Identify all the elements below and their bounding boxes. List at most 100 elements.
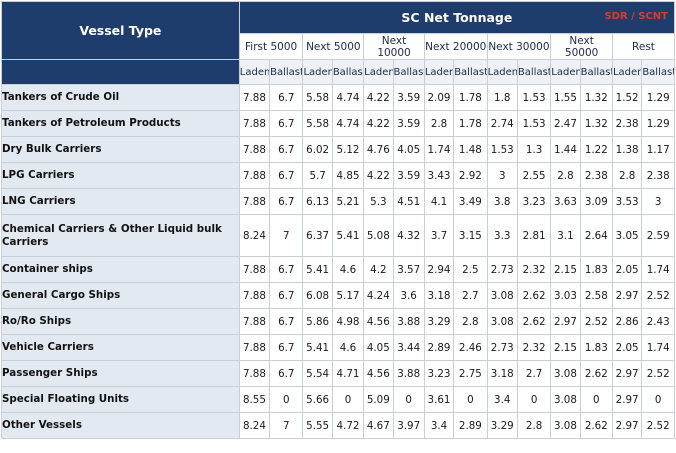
table-row: Passenger Ships 7.88 6.7 5.54 4.71 4.56 3.88 3.…: [1, 360, 675, 387]
ballast-header: Ballast: [331, 59, 365, 85]
ballast-value-cell: 2.75: [453, 360, 488, 387]
laden-value-cell: 3.61: [423, 386, 455, 413]
ballast-value-cell: 2.52: [641, 282, 675, 309]
laden-value-cell: 4.24: [363, 282, 394, 309]
ballast-value-cell: 4.98: [331, 308, 365, 335]
ballast-header: Ballast: [453, 59, 488, 85]
header-row-title: Vessel Type SC Net Tonnage SDR / SCNT: [1, 1, 676, 60]
laden-value-cell: 5.86: [302, 308, 333, 335]
header-row-bands: First 5000 Next 5000 Next 10000 Next 200…: [2, 33, 676, 60]
laden-value-cell: 7.88: [238, 162, 271, 189]
ballast-value-cell: 0: [641, 386, 675, 413]
laden-value-cell: 5.58: [302, 84, 333, 111]
vessel-type-cell: Tankers of Petroleum Products: [1, 110, 240, 137]
laden-value-cell: 3.29: [423, 308, 455, 335]
laden-header: Laden: [363, 59, 394, 85]
vessel-type-cell: Passenger Ships: [1, 360, 240, 387]
laden-header: Laden: [611, 59, 643, 85]
laden-value-cell: 7.88: [238, 334, 271, 361]
laden-value-cell: 2.8: [423, 110, 455, 137]
laden-value-cell: 3.08: [486, 308, 518, 335]
laden-value-cell: 8.24: [238, 412, 271, 439]
laden-header: Laden: [423, 59, 455, 85]
ballast-value-cell: 3.59: [392, 84, 425, 111]
ballast-value-cell: 2.52: [579, 308, 613, 335]
ballast-value-cell: 2.62: [516, 308, 552, 335]
ballast-value-cell: 2.38: [641, 162, 675, 189]
vessel-type-cell: Other Vessels: [1, 412, 240, 439]
ballast-value-cell: 6.7: [269, 188, 304, 215]
laden-value-cell: 2.05: [611, 256, 643, 283]
laden-value-cell: 4.22: [363, 162, 394, 189]
unit-label: SDR / SCNT: [604, 11, 668, 22]
laden-value-cell: 2.73: [486, 334, 518, 361]
laden-value-cell: 3.43: [423, 162, 455, 189]
laden-value-cell: 3.63: [550, 188, 581, 215]
ballast-value-cell: 2.32: [516, 256, 552, 283]
laden-value-cell: 2.8: [550, 162, 581, 189]
ballast-value-cell: 3.44: [392, 334, 425, 361]
laden-value-cell: 6.37: [302, 214, 333, 257]
ballast-value-cell: 1.32: [579, 84, 613, 111]
ballast-header: Ballast: [392, 59, 425, 85]
table-row: Other Vessels 8.24 7 5.55 4.72 4.67 3.97 3.4 2.8…: [1, 412, 675, 439]
vessel-type-cell: Vehicle Carriers: [1, 334, 240, 361]
ballast-value-cell: 3.88: [392, 308, 425, 335]
laden-value-cell: 8.24: [238, 214, 271, 257]
laden-value-cell: 1.44: [550, 136, 581, 163]
ballast-value-cell: 2.8: [516, 412, 552, 439]
ballast-value-cell: 1.53: [516, 84, 552, 111]
laden-value-cell: 2.73: [486, 256, 518, 283]
table-body: Tankers of Crude Oil 7.88 6.7 5.58 4.74 4.22 3…: [1, 84, 675, 439]
ballast-value-cell: 1.22: [579, 136, 613, 163]
laden-value-cell: 4.1: [423, 188, 455, 215]
laden-value-cell: 3.1: [550, 214, 581, 257]
ballast-value-cell: 1.83: [579, 256, 613, 283]
laden-value-cell: 5.3: [363, 188, 394, 215]
laden-value-cell: 4.56: [363, 360, 394, 387]
ballast-value-cell: 1.29: [641, 84, 675, 111]
laden-value-cell: 3.4: [486, 386, 518, 413]
vessel-type-sub-blank: [1, 59, 240, 85]
ballast-value-cell: 4.74: [331, 110, 365, 137]
laden-value-cell: 2.8: [611, 162, 643, 189]
header-row-sub: Laden Ballast Laden Ballast Laden Ballas…: [1, 59, 675, 85]
laden-header: Laden: [238, 59, 271, 85]
ballast-value-cell: 2.38: [579, 162, 613, 189]
laden-value-cell: 3.23: [423, 360, 455, 387]
laden-value-cell: 5.08: [363, 214, 394, 257]
ballast-value-cell: 3.6: [392, 282, 425, 309]
ballast-value-cell: 5.21: [331, 188, 365, 215]
tariff-table: Vessel Type SC Net Tonnage SDR / SCNT Fi…: [1, 1, 676, 439]
band-header: Rest: [611, 33, 676, 60]
table-row: Container ships 7.88 6.7 5.41 4.6 4.2 3.57 2.94…: [1, 256, 675, 283]
laden-value-cell: 1.8: [486, 84, 518, 111]
ballast-value-cell: 1.3: [516, 136, 552, 163]
laden-value-cell: 7.88: [238, 256, 271, 283]
laden-value-cell: 5.55: [302, 412, 333, 439]
laden-value-cell: 3.7: [423, 214, 455, 257]
table-row: Tankers of Petroleum Products 7.88 6.7 5.58…: [1, 110, 675, 137]
band-header: Next 20000: [423, 33, 488, 60]
ballast-header: Ballast: [641, 59, 675, 85]
laden-value-cell: 7.88: [238, 308, 271, 335]
table-row: Dry Bulk Carriers 7.88 6.7 6.02 5.12 4.76 4.05…: [1, 136, 675, 163]
ballast-value-cell: 2.46: [453, 334, 488, 361]
laden-value-cell: 6.02: [302, 136, 333, 163]
laden-value-cell: 2.74: [486, 110, 518, 137]
ballast-value-cell: 0: [269, 386, 304, 413]
net-tonnage-title: SC Net Tonnage: [401, 10, 513, 25]
laden-value-cell: 4.22: [363, 110, 394, 137]
vessel-type-cell: Ro/Ro Ships: [1, 308, 240, 335]
laden-value-cell: 4.22: [363, 84, 394, 111]
laden-value-cell: 4.56: [363, 308, 394, 335]
ballast-value-cell: 2.64: [579, 214, 613, 257]
laden-value-cell: 2.97: [550, 308, 581, 335]
ballast-value-cell: 5.41: [331, 214, 365, 257]
laden-value-cell: 2.97: [611, 412, 643, 439]
ballast-value-cell: 4.74: [331, 84, 365, 111]
laden-value-cell: 4.2: [363, 256, 394, 283]
laden-value-cell: 3.4: [423, 412, 455, 439]
laden-value-cell: 5.58: [302, 110, 333, 137]
net-tonnage-header: SC Net Tonnage SDR / SCNT: [238, 1, 676, 34]
